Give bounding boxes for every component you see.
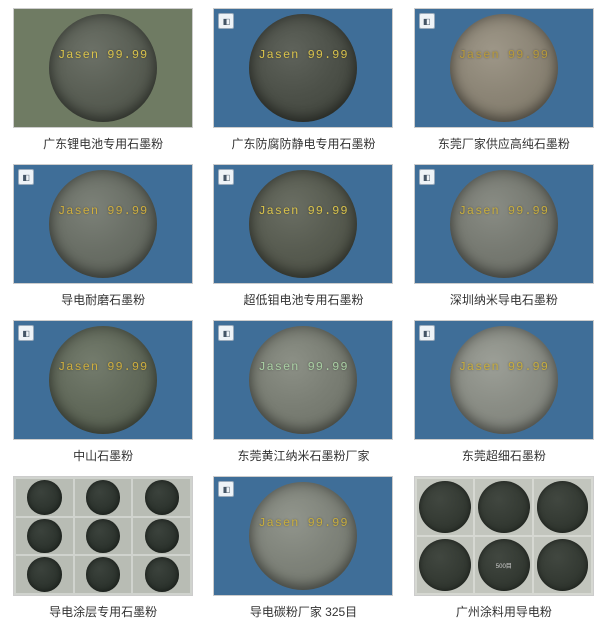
mini-sample-circle: [419, 539, 471, 591]
sample-multi-grid: [14, 477, 192, 595]
mini-sample-circle: [86, 480, 121, 515]
mini-sample-circle: [537, 481, 589, 533]
product-caption[interactable]: 广东锂电池专用石墨粉: [43, 136, 163, 154]
product-grid: Jasen 99.99 广东锂电池专用石墨粉 ◧ Jasen 99.99 广东防腐防静电…: [8, 8, 599, 622]
product-card[interactable]: ◧ Jasen 99.99 深圳纳米导电石墨粉: [409, 164, 599, 310]
corner-badge-icon: ◧: [18, 325, 34, 341]
sample-circle: Jasen 99.99: [49, 14, 157, 122]
corner-badge-icon: ◧: [218, 325, 234, 341]
product-caption[interactable]: 超低钼电池专用石墨粉: [243, 292, 363, 310]
sample-circle: Jasen 99.99: [49, 326, 157, 434]
product-thumbnail[interactable]: ◧500目: [414, 476, 594, 596]
product-card[interactable]: ◧500目广州涂料用导电粉: [409, 476, 599, 622]
product-card[interactable]: ◧ Jasen 99.99 超低钼电池专用石墨粉: [208, 164, 398, 310]
mini-sample-circle: [27, 557, 62, 592]
watermark-text: Jasen 99.99: [258, 48, 348, 62]
product-caption[interactable]: 导电涂层专用石墨粉: [49, 604, 157, 622]
sample-multi-grid: 500目: [415, 477, 593, 595]
product-caption[interactable]: 深圳纳米导电石墨粉: [450, 292, 558, 310]
product-caption[interactable]: 广州涂料用导电粉: [456, 604, 552, 622]
mini-sample-circle: 500目: [478, 539, 530, 591]
product-card[interactable]: ◧ Jasen 99.99 东莞黄江纳米石墨粉厂家: [208, 320, 398, 466]
mini-circle-label: 500目: [496, 561, 512, 570]
mini-sample-circle: [419, 481, 471, 533]
product-card[interactable]: ◧ 导电涂层专用石墨粉: [8, 476, 198, 622]
product-card[interactable]: ◧ Jasen 99.99 东莞厂家供应高纯石墨粉: [409, 8, 599, 154]
product-caption[interactable]: 导电碳粉厂家 325目: [250, 604, 357, 622]
product-caption[interactable]: 东莞厂家供应高纯石墨粉: [438, 136, 570, 154]
corner-badge-icon: ◧: [218, 13, 234, 29]
product-card[interactable]: ◧ Jasen 99.99 导电碳粉厂家 325目: [208, 476, 398, 622]
corner-badge-icon: ◧: [18, 169, 34, 185]
product-thumbnail[interactable]: ◧ Jasen 99.99: [213, 164, 393, 284]
mini-sample-circle: [27, 480, 62, 515]
corner-badge-icon: ◧: [218, 169, 234, 185]
product-card[interactable]: ◧ Jasen 99.99 东莞超细石墨粉: [409, 320, 599, 466]
sample-circle: Jasen 99.99: [49, 170, 157, 278]
mini-sample-circle: [86, 519, 121, 554]
mini-sample-circle: [145, 557, 180, 592]
watermark-text: Jasen 99.99: [258, 204, 348, 218]
product-thumbnail[interactable]: ◧ Jasen 99.99: [213, 320, 393, 440]
watermark-text: Jasen 99.99: [58, 48, 148, 62]
sample-circle: Jasen 99.99: [249, 482, 357, 590]
watermark-text: Jasen 99.99: [459, 48, 549, 62]
product-card[interactable]: ◧ Jasen 99.99 中山石墨粉: [8, 320, 198, 466]
corner-badge-icon: ◧: [419, 13, 435, 29]
product-card[interactable]: ◧ Jasen 99.99 导电耐磨石墨粉: [8, 164, 198, 310]
watermark-text: Jasen 99.99: [258, 360, 348, 374]
product-thumbnail[interactable]: ◧: [13, 476, 193, 596]
product-thumbnail[interactable]: ◧ Jasen 99.99: [213, 476, 393, 596]
sample-circle: Jasen 99.99: [249, 170, 357, 278]
product-card[interactable]: Jasen 99.99 广东锂电池专用石墨粉: [8, 8, 198, 154]
product-caption[interactable]: 导电耐磨石墨粉: [61, 292, 145, 310]
watermark-text: Jasen 99.99: [58, 360, 148, 374]
product-thumbnail[interactable]: Jasen 99.99: [13, 8, 193, 128]
corner-badge-icon: ◧: [218, 481, 234, 497]
product-thumbnail[interactable]: ◧ Jasen 99.99: [213, 8, 393, 128]
mini-sample-circle: [145, 519, 180, 554]
sample-circle: Jasen 99.99: [450, 170, 558, 278]
corner-badge-icon: ◧: [419, 325, 435, 341]
product-thumbnail[interactable]: ◧ Jasen 99.99: [13, 320, 193, 440]
product-caption[interactable]: 东莞超细石墨粉: [462, 448, 546, 466]
product-thumbnail[interactable]: ◧ Jasen 99.99: [414, 320, 594, 440]
watermark-text: Jasen 99.99: [459, 204, 549, 218]
sample-circle: Jasen 99.99: [450, 326, 558, 434]
product-caption[interactable]: 中山石墨粉: [73, 448, 133, 466]
product-thumbnail[interactable]: ◧ Jasen 99.99: [13, 164, 193, 284]
sample-circle: Jasen 99.99: [450, 14, 558, 122]
product-card[interactable]: ◧ Jasen 99.99 广东防腐防静电专用石墨粉: [208, 8, 398, 154]
product-thumbnail[interactable]: ◧ Jasen 99.99: [414, 164, 594, 284]
sample-circle: Jasen 99.99: [249, 14, 357, 122]
product-caption[interactable]: 广东防腐防静电专用石墨粉: [231, 136, 375, 154]
corner-badge-icon: ◧: [419, 169, 435, 185]
sample-circle: Jasen 99.99: [249, 326, 357, 434]
watermark-text: Jasen 99.99: [258, 516, 348, 530]
product-caption[interactable]: 东莞黄江纳米石墨粉厂家: [237, 448, 369, 466]
mini-sample-circle: [145, 480, 180, 515]
watermark-text: Jasen 99.99: [459, 360, 549, 374]
mini-sample-circle: [478, 481, 530, 533]
watermark-text: Jasen 99.99: [58, 204, 148, 218]
mini-sample-circle: [86, 557, 121, 592]
product-thumbnail[interactable]: ◧ Jasen 99.99: [414, 8, 594, 128]
mini-sample-circle: [537, 539, 589, 591]
mini-sample-circle: [27, 519, 62, 554]
